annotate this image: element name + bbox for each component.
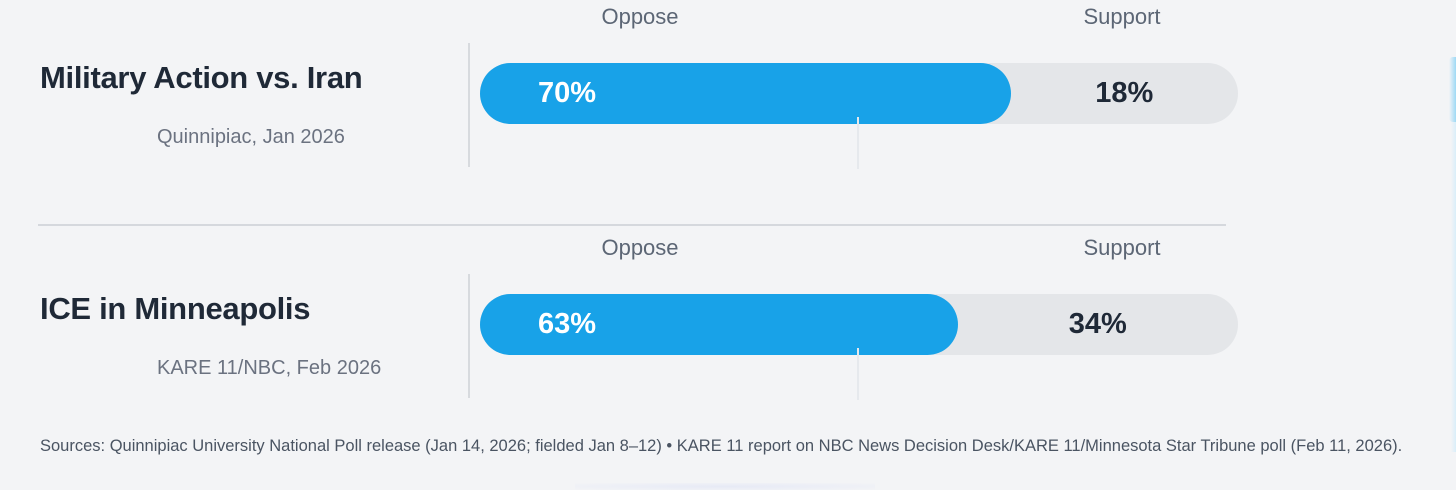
sources-footnote: Sources: Quinnipiac University National … xyxy=(40,437,1403,455)
row2-support-area: 34% xyxy=(958,294,1238,355)
bottom-edge-smudge xyxy=(575,483,875,490)
right-edge-faint-sliver xyxy=(1451,122,1456,452)
row1-support-value-label: 18% xyxy=(1095,77,1154,109)
row2-oppose-column-header: Oppose xyxy=(601,235,679,260)
row1-zero-axis-line xyxy=(468,43,470,167)
row1-subtitle: Quinnipiac, Jan 2026 xyxy=(157,126,345,148)
row1-support-area: 18% xyxy=(1011,63,1238,124)
row1-title: Military Action vs. Iran xyxy=(40,60,363,95)
row2-oppose-value-label: 63% xyxy=(538,308,597,340)
row1-midpoint-tick xyxy=(857,117,859,169)
row2-midpoint-tick xyxy=(857,348,859,400)
row2-bar-track: 63% 34% xyxy=(480,294,1238,355)
section-divider xyxy=(38,224,1226,226)
row2-zero-axis-line xyxy=(468,274,470,398)
row1-oppose-column-header: Oppose xyxy=(601,4,679,29)
right-edge-clipped-bar-sliver xyxy=(1449,57,1456,122)
row2-support-column-header: Support xyxy=(1083,235,1161,260)
row2-title: ICE in Minneapolis xyxy=(40,291,311,326)
row2-oppose-bar: 63% xyxy=(480,294,958,355)
row1-bar-track: 70% 18% xyxy=(480,63,1238,124)
row2-support-value-label: 34% xyxy=(1068,308,1127,340)
row2-subtitle: KARE 11/NBC, Feb 2026 xyxy=(157,357,382,379)
row1-oppose-bar: 70% xyxy=(480,63,1011,124)
row1-oppose-value-label: 70% xyxy=(538,77,597,109)
row1-support-column-header: Support xyxy=(1083,4,1161,29)
